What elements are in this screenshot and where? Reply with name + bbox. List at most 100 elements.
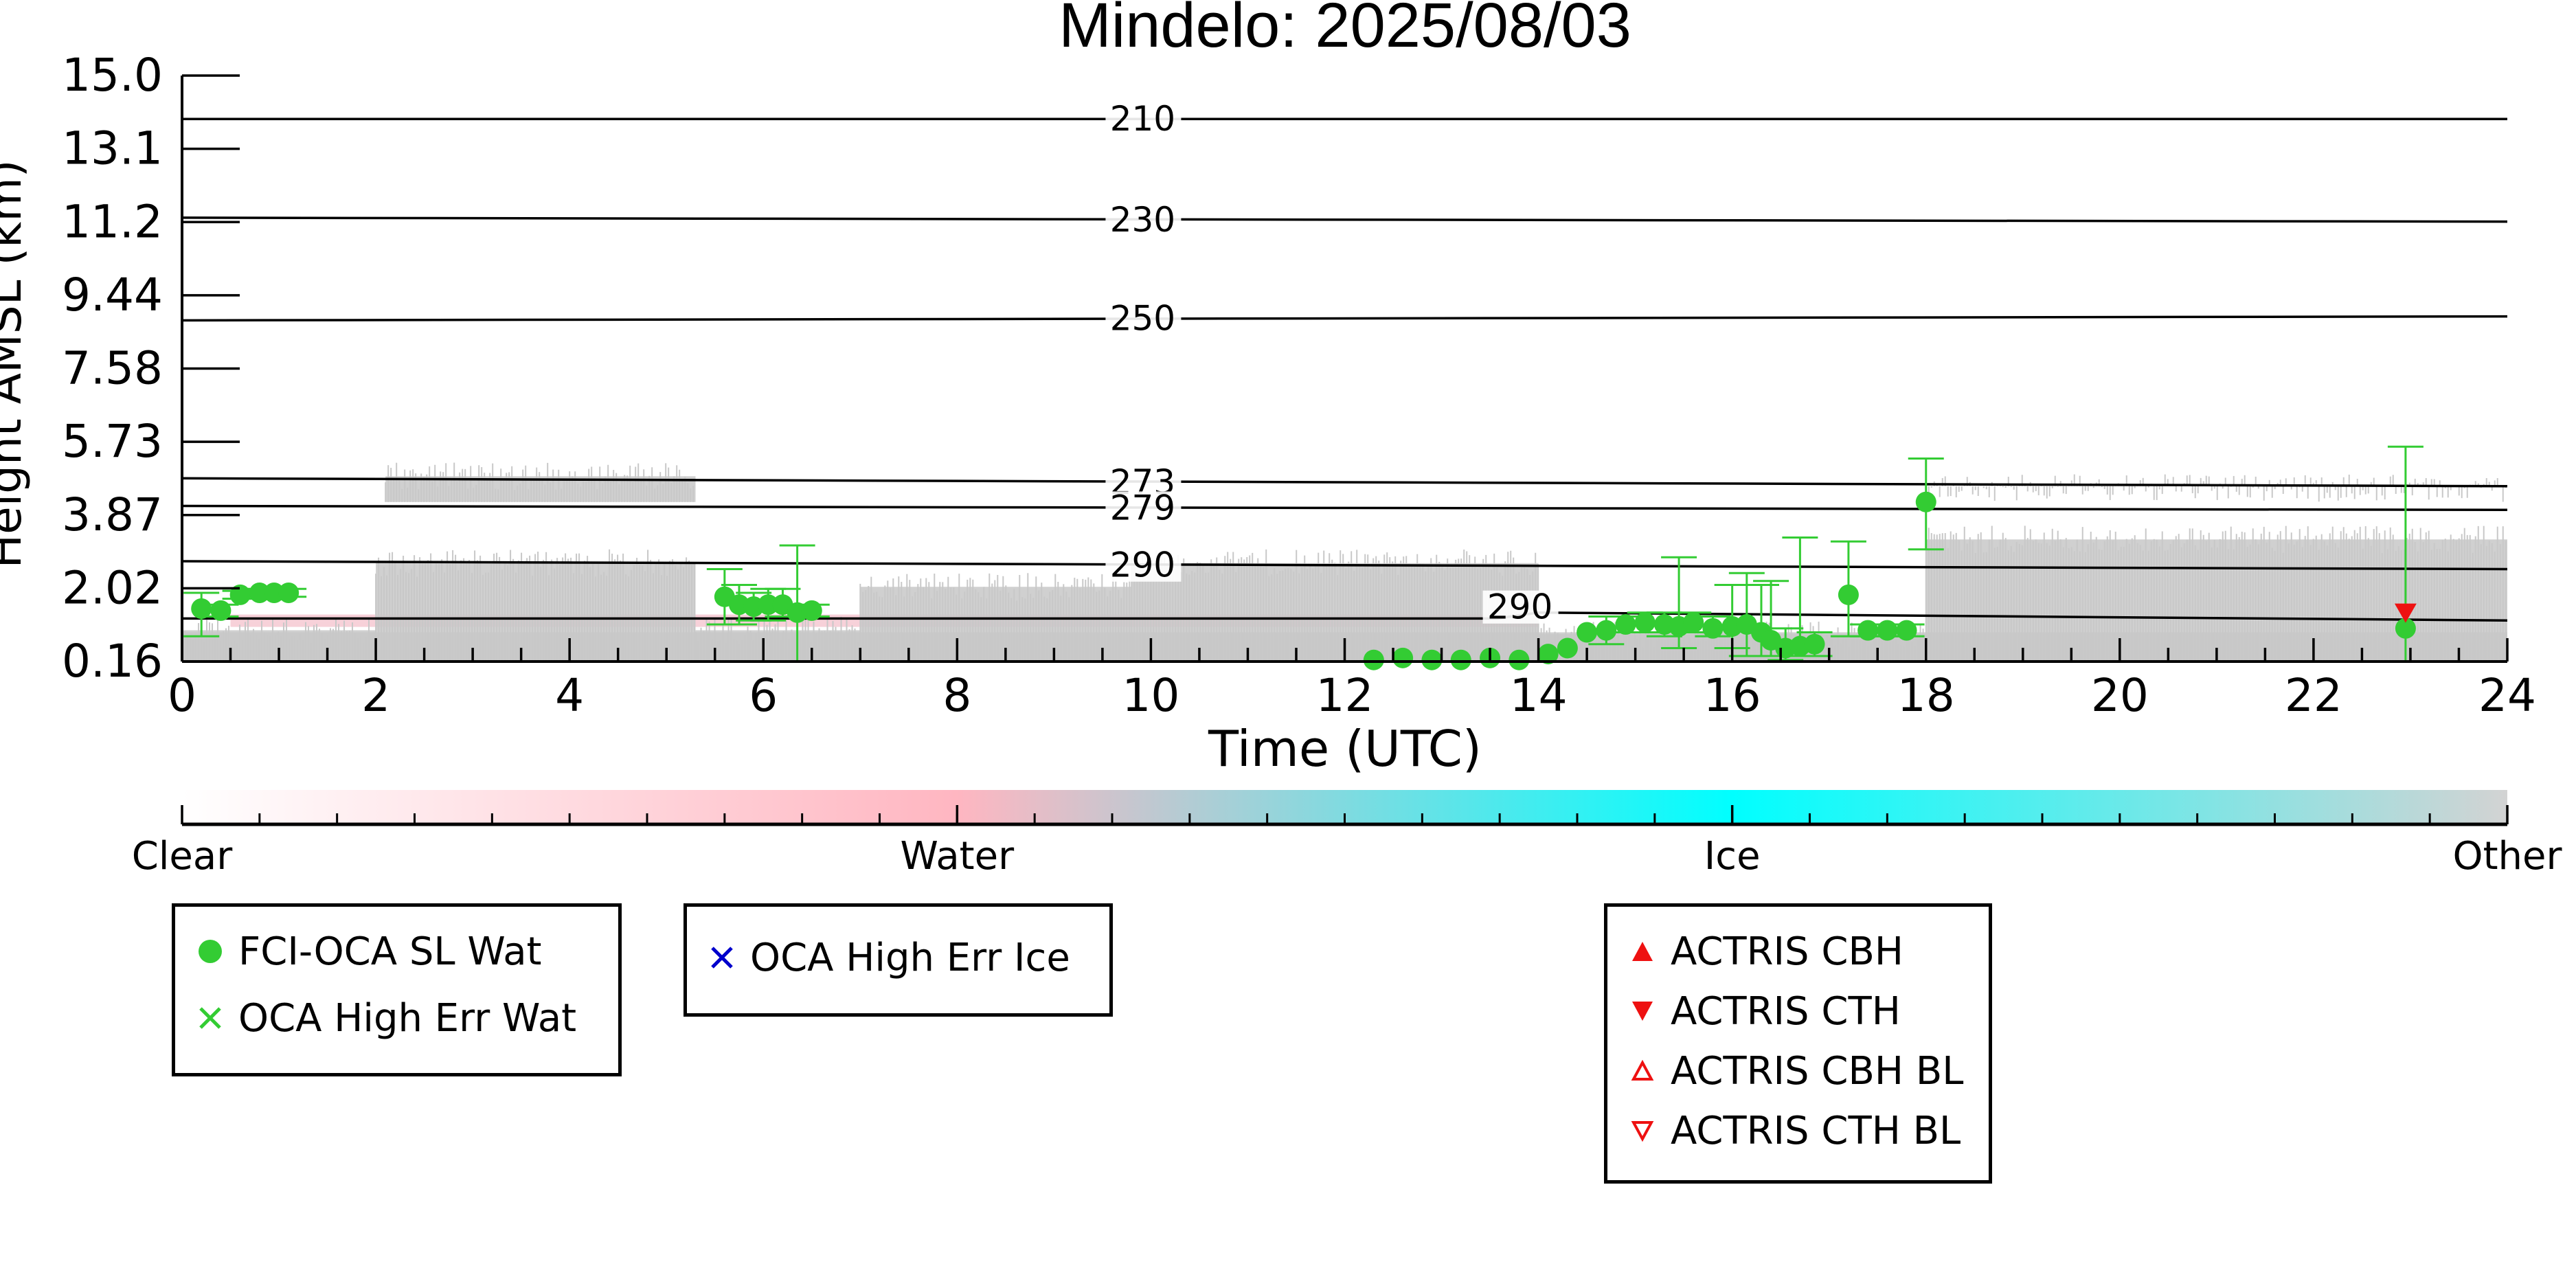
lidar-segment [694,616,861,662]
colorbar: Clear Water Ice Other [132,790,2562,879]
isotherm-label: 230 [1110,200,1175,240]
legend-item-oca-high-err-ice: OCA High Err Ice [703,935,1070,980]
legend-item-oca-high-err-wat: OCA High Err Wat [192,995,577,1041]
legend-actris: ACTRIS CBH ACTRIS CTH ACTRIS CBH BL ACTR… [1604,903,1992,1184]
y-tick-label: 3.87 [62,488,163,541]
lidar-segment [375,549,696,662]
data-point [1857,620,1879,641]
legend-label: OCA High Err Ice [750,935,1070,980]
legend-label: OCA High Err Wat [238,995,577,1041]
legend-ice: OCA High Err Ice [683,903,1113,1017]
data-point [801,600,822,621]
data-point [1537,644,1559,665]
lidar-backscatter [182,462,2507,662]
data-point [1804,633,1825,655]
x-mark-icon [192,1004,229,1032]
data-point [191,598,212,619]
lidar-fill [860,587,1132,662]
y-ticks: 0.16 2.02 3.87 5.73 7.58 9.44 11.2 13.1 15.0 [62,49,240,688]
y-tick-label: 9.44 [62,269,163,321]
data-point [1896,620,1917,641]
data-point [1421,649,1443,670]
legend-water: FCI-OCA SL Wat OCA High Err Wat [172,903,622,1076]
data-point [1577,622,1598,643]
data-point [1634,612,1656,633]
data-point [1450,649,1471,670]
data-point [1683,612,1704,633]
x-tick-label: 2 [361,669,390,722]
data-point [1915,491,1936,512]
data-point [1557,637,1578,659]
data-point [278,582,300,603]
y-tick-label: 2.02 [62,561,163,614]
colorbar-label: Clear [132,834,233,879]
x-tick-label: 18 [1897,669,1955,722]
x-tick-label: 4 [555,669,584,722]
y-axis-label: Height AMSL (km) [0,160,32,569]
isotherm-label: 279 [1110,488,1175,528]
x-axis-label: Time (UTC) [1208,720,1482,778]
isotherm-line [182,477,2507,488]
data-point [2395,618,2416,639]
data-point [1596,620,1617,641]
filled-circle-icon [192,938,229,965]
y-tick-label: 5.73 [62,415,163,468]
data-point [1363,649,1384,670]
isotherm-label: 290 [1110,545,1175,585]
data-point [1838,584,1859,605]
legend-item-actris-cth: ACTRIS CTH [1624,988,1901,1034]
isotherm-line [182,560,2507,571]
x-mark-icon [703,944,741,971]
legend-item-actris-cbh-bl: ACTRIS CBH BL [1624,1048,1964,1094]
isotherm-line [182,216,2507,223]
x-tick-label: 12 [1316,669,1374,722]
colorbar-label: Other [2452,834,2562,879]
legend-item-actris-cbh: ACTRIS CBH [1624,929,1903,974]
isotherm-label: 290 [1487,587,1552,627]
x-tick-label: 24 [2478,669,2536,722]
isotherm-label-bg [1105,102,1182,136]
data-point [2394,603,2417,623]
data-point [1392,647,1414,668]
lidar-segment [1925,526,2507,662]
isotherm-label-bg [1105,548,1182,582]
isotherm-line [182,315,2507,322]
isotherm-label: 210 [1110,99,1175,139]
triangle-down-outline-icon [1624,1117,1661,1144]
y-tick-label: 11.2 [62,195,163,248]
colorbar-label: Water [901,834,1015,879]
data-point [249,582,270,603]
colorbar-label: Ice [1704,834,1761,879]
legend-label: ACTRIS CTH [1671,988,1901,1034]
y-tick-label: 15.0 [62,49,163,102]
lidar-segment [385,462,696,502]
isotherm-label-bg [1482,590,1559,624]
data-point [229,584,251,605]
legend-label: ACTRIS CBH BL [1671,1048,1964,1094]
x-tick-label: 8 [942,669,971,722]
x-ticks: 0 2 4 6 8 10 12 14 16 18 20 22 24 [168,638,2536,722]
isotherm-lines [182,117,2507,622]
legend-item-fci-oca-sl-wat: FCI-OCA SL Wat [192,929,542,974]
lidar-segment [859,573,1132,662]
x-tick-label: 0 [168,669,196,722]
data-point [1509,649,1530,670]
y-tick-label: 0.16 [62,635,163,688]
isotherm-label-bg [1105,491,1182,525]
y-tick-label: 7.58 [62,342,163,395]
data-point [263,582,284,603]
chart-title: Mindelo: 2025/08/03 [1059,0,1631,60]
isotherm-label: 250 [1110,299,1175,339]
colorbar-labels: Clear Water Ice Other [132,805,2562,879]
x-tick-label: 10 [1122,669,1179,722]
x-tick-label: 14 [1510,669,1568,722]
legend-item-actris-cth-bl: ACTRIS CTH BL [1624,1109,1961,1153]
lidar-segment [1925,474,2507,502]
data-point [1877,620,1898,641]
data-point [210,600,231,621]
isotherm-line [182,504,2507,512]
data-point [1702,618,1724,639]
